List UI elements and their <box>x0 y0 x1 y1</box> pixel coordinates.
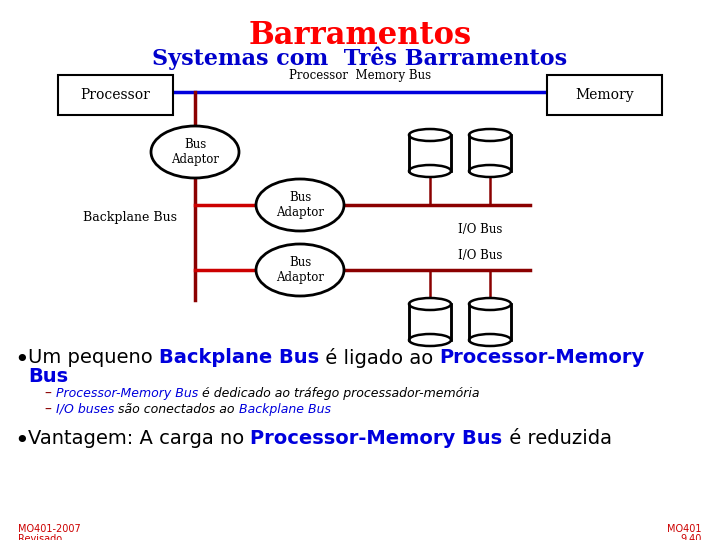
Ellipse shape <box>469 298 511 310</box>
Text: Processor-Memory Bus: Processor-Memory Bus <box>251 429 503 448</box>
Text: Revisado: Revisado <box>18 534 62 540</box>
FancyBboxPatch shape <box>409 304 451 340</box>
Ellipse shape <box>469 334 511 346</box>
FancyBboxPatch shape <box>469 304 511 340</box>
Text: é dedicado ao tráfego processador-memória: é dedicado ao tráfego processador-memóri… <box>198 387 480 400</box>
Text: é ligado ao: é ligado ao <box>319 348 440 368</box>
Text: é reduzida: é reduzida <box>503 429 611 448</box>
Text: Processor-Memory Bus: Processor-Memory Bus <box>56 387 198 400</box>
Text: Systemas com  Três Barramentos: Systemas com Três Barramentos <box>153 46 567 70</box>
Text: I/O Bus: I/O Bus <box>458 249 502 262</box>
Ellipse shape <box>469 165 511 177</box>
Ellipse shape <box>151 126 239 178</box>
Text: •: • <box>14 429 29 453</box>
FancyBboxPatch shape <box>469 135 511 171</box>
Text: I/O buses: I/O buses <box>56 403 114 416</box>
Ellipse shape <box>409 298 451 310</box>
Text: Processor-Memory: Processor-Memory <box>440 348 645 367</box>
Text: I/O Bus: I/O Bus <box>458 223 502 236</box>
Text: MO401-2007: MO401-2007 <box>18 524 81 534</box>
Text: são conectados ao: são conectados ao <box>114 403 239 416</box>
Text: Vantagem: A carga no: Vantagem: A carga no <box>28 429 251 448</box>
Text: Backplane Bus: Backplane Bus <box>159 348 319 367</box>
Text: Backplane Bus: Backplane Bus <box>83 212 177 225</box>
Text: Backplane Bus: Backplane Bus <box>239 403 331 416</box>
FancyBboxPatch shape <box>409 135 451 171</box>
Ellipse shape <box>256 244 344 296</box>
Text: Bus
Adaptor: Bus Adaptor <box>276 256 324 284</box>
Ellipse shape <box>409 334 451 346</box>
Text: Bus
Adaptor: Bus Adaptor <box>276 191 324 219</box>
Text: Bus
Adaptor: Bus Adaptor <box>171 138 219 166</box>
Text: Processor  Memory Bus: Processor Memory Bus <box>289 69 431 82</box>
FancyBboxPatch shape <box>58 75 173 115</box>
Ellipse shape <box>469 129 511 141</box>
Text: MO401: MO401 <box>667 524 702 534</box>
Ellipse shape <box>409 129 451 141</box>
Text: Bus: Bus <box>28 367 68 386</box>
Text: 9.40: 9.40 <box>680 534 702 540</box>
Ellipse shape <box>409 165 451 177</box>
Text: Barramentos: Barramentos <box>248 20 472 51</box>
Text: •: • <box>14 348 29 372</box>
Text: Processor: Processor <box>81 88 150 102</box>
Text: Um pequeno: Um pequeno <box>28 348 159 367</box>
Text: Memory: Memory <box>575 88 634 102</box>
Text: –: – <box>44 403 51 417</box>
Ellipse shape <box>256 179 344 231</box>
Text: –: – <box>44 387 51 401</box>
FancyBboxPatch shape <box>547 75 662 115</box>
